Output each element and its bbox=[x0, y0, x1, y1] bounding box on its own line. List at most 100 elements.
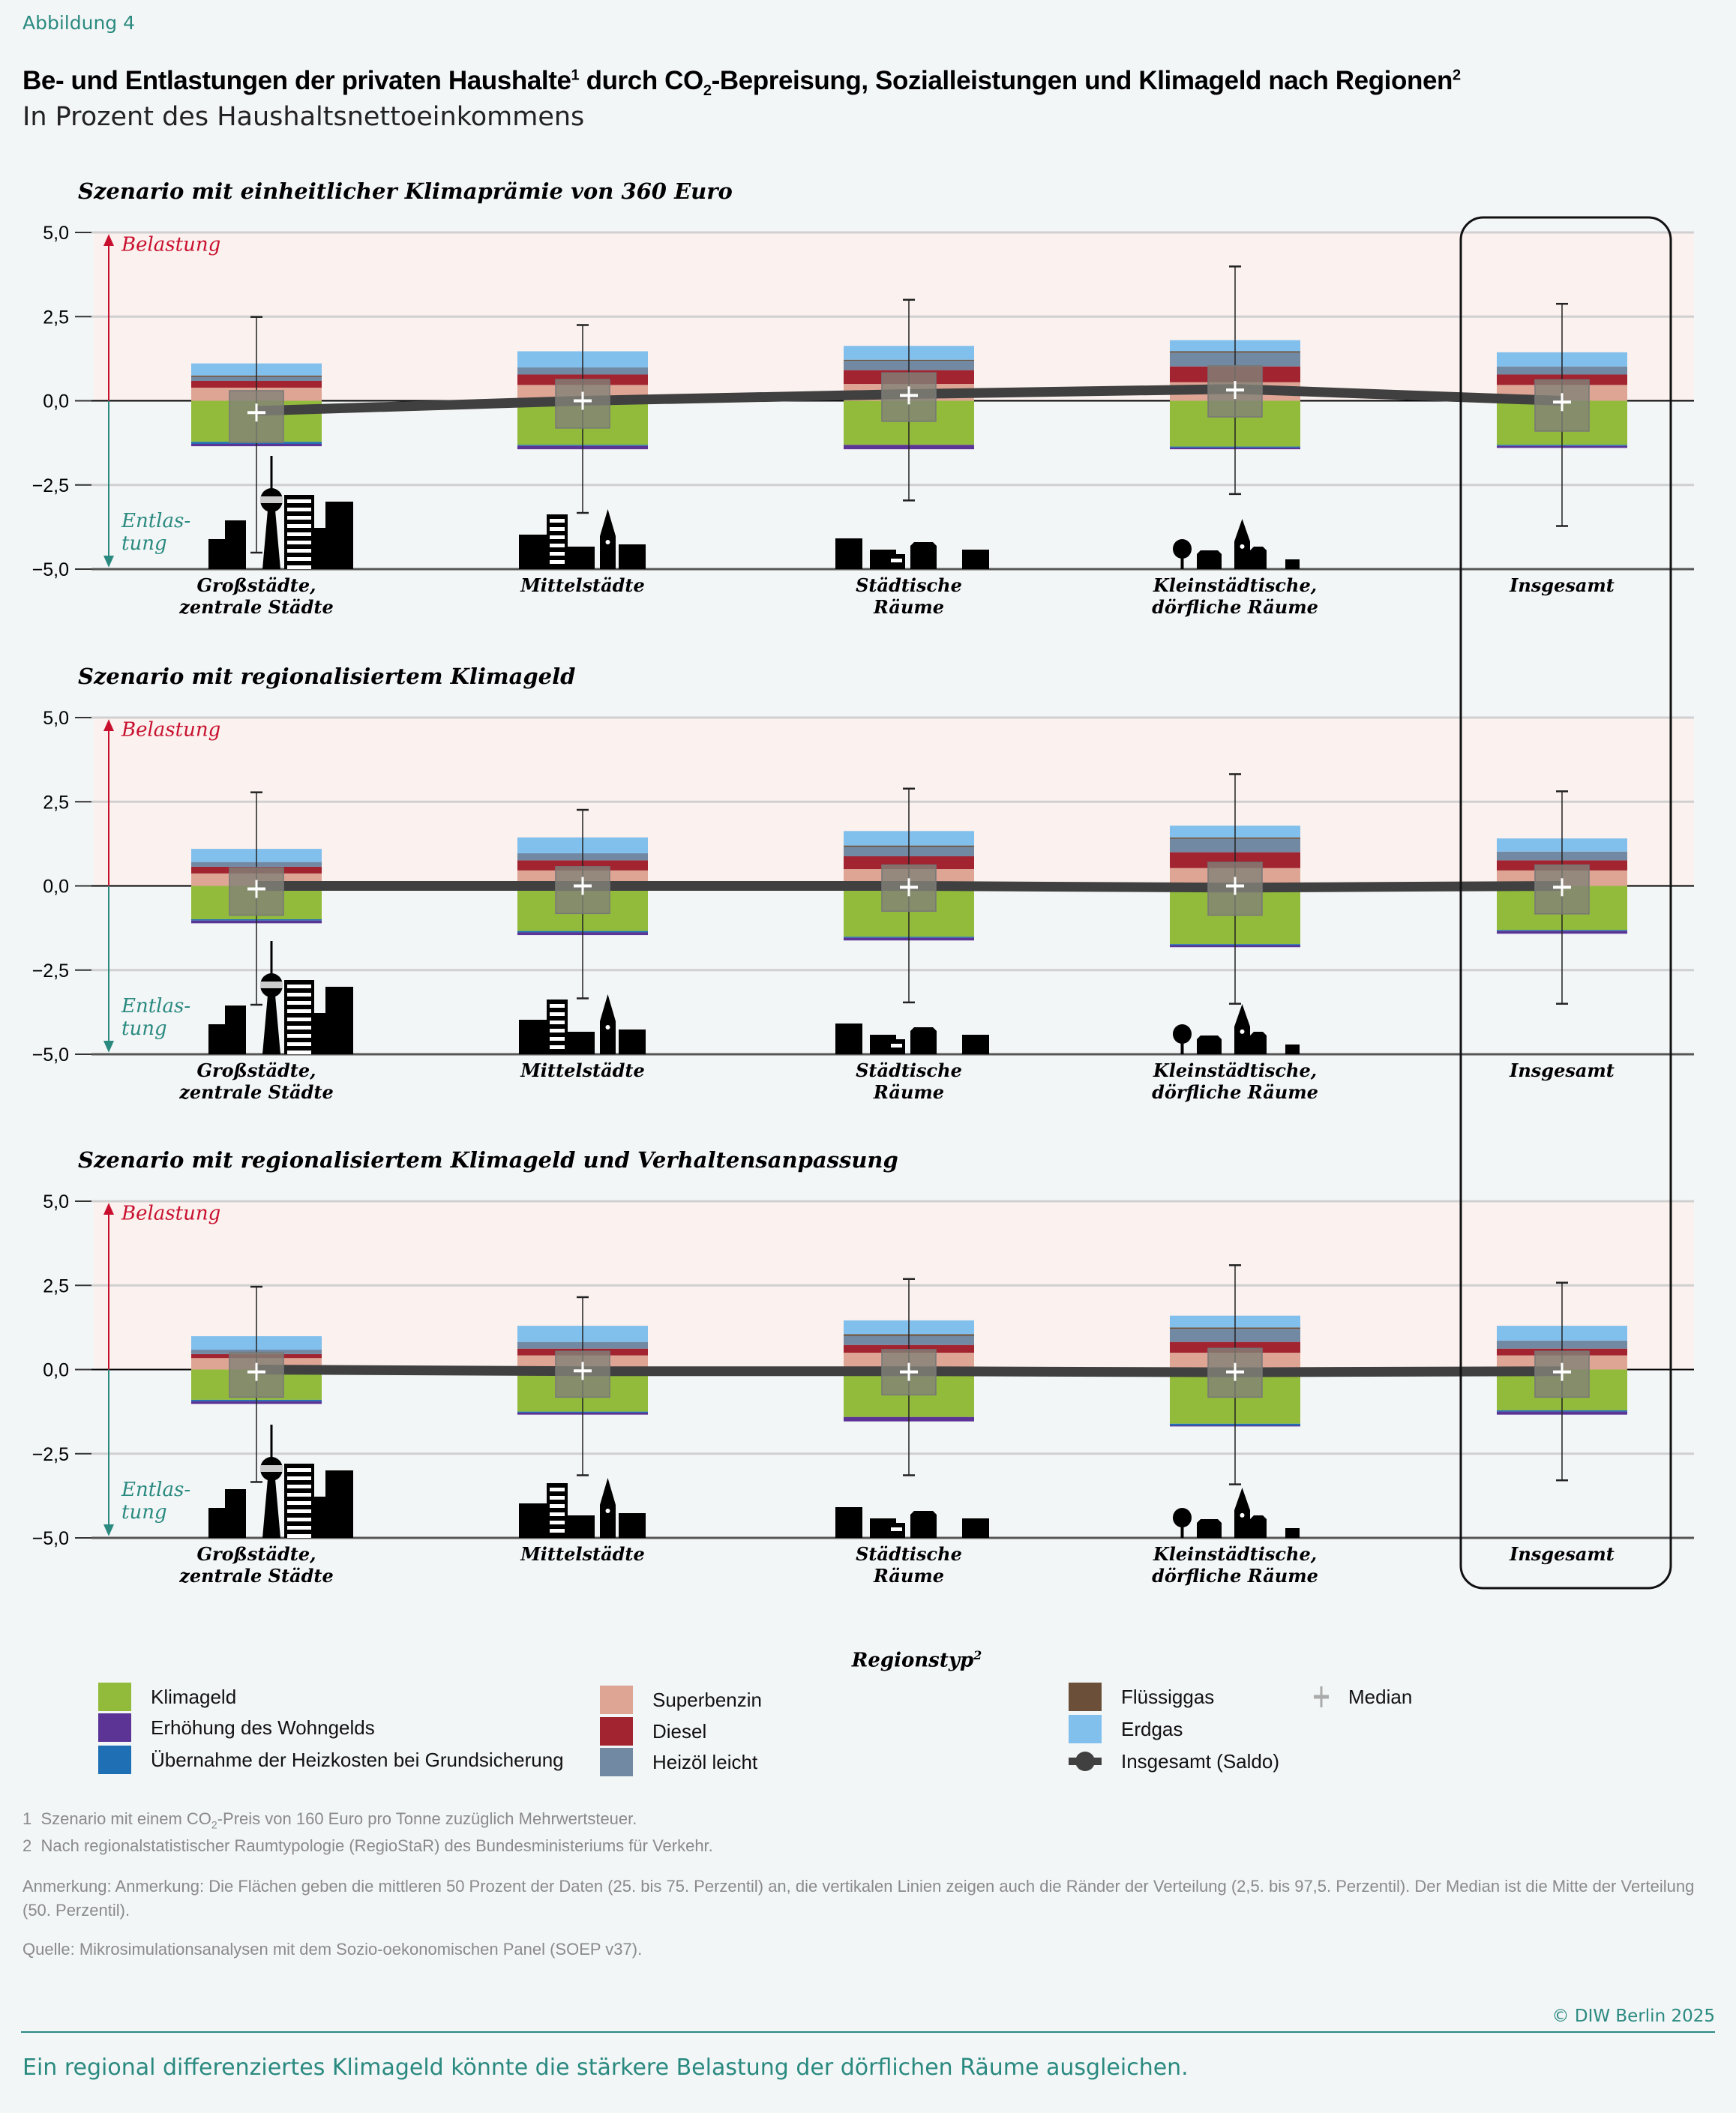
entlastung-label: tung bbox=[121, 532, 167, 555]
copyright: © DIW Berlin 2025 bbox=[1552, 2007, 1715, 2026]
legend-swatch bbox=[1069, 1715, 1102, 1743]
house-icon bbox=[910, 542, 937, 569]
building-icon bbox=[547, 514, 568, 569]
building-icon bbox=[208, 1508, 225, 1538]
y-tick-label: 5,0 bbox=[43, 1191, 69, 1212]
legend-label: Heizöl leicht bbox=[652, 1750, 758, 1773]
arrow-up-icon bbox=[103, 1203, 114, 1215]
y-tick-label: −2,5 bbox=[32, 961, 69, 982]
house-icon bbox=[910, 1511, 937, 1538]
building-window bbox=[287, 1485, 311, 1488]
building-window bbox=[550, 1521, 565, 1524]
building-window bbox=[550, 1529, 565, 1533]
building-icon bbox=[962, 1518, 989, 1538]
belastung-label: Belastung bbox=[121, 234, 220, 256]
building-icon bbox=[962, 1035, 989, 1054]
building-window bbox=[287, 532, 311, 536]
legend-swatch bbox=[600, 1748, 633, 1776]
building-icon bbox=[519, 1503, 547, 1538]
church-icon bbox=[1240, 1512, 1245, 1518]
building-icon bbox=[284, 495, 314, 569]
building-icon bbox=[208, 1024, 225, 1054]
building-icon bbox=[1285, 1045, 1300, 1054]
building-icon bbox=[284, 1464, 314, 1538]
tv-tower-icon bbox=[260, 496, 283, 503]
church-icon bbox=[600, 1478, 616, 1538]
building-window bbox=[550, 1012, 565, 1016]
building-window bbox=[287, 1042, 311, 1046]
house-icon bbox=[1197, 550, 1222, 569]
tree-icon bbox=[1180, 1039, 1184, 1054]
y-tick-label: 2,5 bbox=[43, 307, 69, 328]
category-label: Großstädte, bbox=[196, 1059, 316, 1081]
figure-subtitle: In Prozent des Haushaltsnettoeinkommens bbox=[22, 102, 585, 132]
category-label: Insgesamt bbox=[1509, 1543, 1615, 1565]
tv-tower-icon bbox=[262, 987, 280, 1054]
house-icon bbox=[1197, 1519, 1222, 1538]
building-window bbox=[287, 541, 311, 544]
building-icon bbox=[568, 1032, 595, 1054]
legend-label: Erhöhung des Wohngelds bbox=[151, 1716, 375, 1739]
category-label: Städtische bbox=[856, 574, 962, 596]
church-icon bbox=[605, 540, 610, 544]
figure-title: Be- und Entlastungen der privaten Hausha… bbox=[22, 66, 1461, 99]
belastung-label: Belastung bbox=[121, 1203, 220, 1225]
chart-panel: Szenario mit regionalisiertem Klimageld 5… bbox=[32, 664, 1694, 1103]
footnote-1: 1 Szenario mit einem CO2-Preis von 160 E… bbox=[22, 1809, 637, 1831]
building-window bbox=[550, 527, 565, 531]
category-label: dörfliche Räume bbox=[1152, 596, 1318, 618]
building-window bbox=[550, 1496, 565, 1500]
building-window bbox=[287, 1009, 311, 1013]
legend-item-klimageld: Klimageld bbox=[98, 1683, 236, 1711]
category-label: Kleinstädtische, bbox=[1153, 1059, 1317, 1081]
building-icon bbox=[225, 1489, 246, 1538]
category-label: zentrale Städte bbox=[178, 1565, 333, 1587]
y-tick-label: 2,5 bbox=[43, 792, 69, 813]
entlastung-label: Entlas- bbox=[121, 995, 190, 1018]
legend-item-heizkosten: Übernahme der Heizkosten bei Grundsicher… bbox=[98, 1746, 564, 1774]
legend-label: Erdgas bbox=[1121, 1717, 1183, 1740]
building-icon bbox=[208, 539, 225, 569]
iqr-box bbox=[555, 1350, 610, 1398]
plus-icon bbox=[1314, 1686, 1329, 1707]
building-icon bbox=[619, 1513, 646, 1538]
category-label: Mittelstädte bbox=[520, 1059, 645, 1081]
legend-swatch bbox=[600, 1717, 633, 1746]
church-icon bbox=[600, 994, 616, 1054]
building-window bbox=[287, 1051, 311, 1054]
building-icon bbox=[619, 544, 646, 569]
house-icon bbox=[1250, 1032, 1267, 1054]
church-icon bbox=[1234, 1004, 1250, 1054]
building-icon bbox=[314, 528, 325, 569]
footnotes: 1 Szenario mit einem CO2-Preis von 160 E… bbox=[22, 1807, 1714, 1962]
y-tick-label: −5,0 bbox=[32, 1045, 69, 1065]
building-icon bbox=[284, 980, 314, 1054]
building-icon bbox=[1285, 559, 1300, 569]
takeaway-text: Ein regional differenziertes Klimageld k… bbox=[22, 2055, 1189, 2081]
y-tick-label: 5,0 bbox=[43, 708, 69, 729]
church-icon bbox=[1240, 1029, 1245, 1034]
category-label: Räume bbox=[873, 1081, 944, 1103]
legend-label: Insgesamt (Saldo) bbox=[1121, 1749, 1279, 1773]
building-icon bbox=[835, 538, 862, 569]
chart-panel: Szenario mit einheitlicher Klimaprämie v… bbox=[32, 178, 1694, 618]
category-label: Mittelstädte bbox=[520, 1543, 645, 1565]
y-tick-label: 5,0 bbox=[43, 223, 69, 244]
y-tick-label: 2,5 bbox=[43, 1275, 69, 1296]
building-icon bbox=[568, 1515, 595, 1538]
building-window bbox=[550, 535, 565, 539]
y-tick-label: −2,5 bbox=[32, 1444, 69, 1465]
building-window bbox=[287, 499, 311, 503]
building-window bbox=[287, 557, 311, 561]
house-icon bbox=[1250, 547, 1267, 569]
belastung-label: Belastung bbox=[121, 719, 220, 742]
category-label: dörfliche Räume bbox=[1152, 1565, 1318, 1587]
legend-item-fluessiggas: Flüssiggas bbox=[1069, 1683, 1214, 1711]
y-tick-label: −2,5 bbox=[32, 475, 69, 496]
building-icon bbox=[547, 1483, 568, 1538]
charts-area: Szenario mit einheitlicher Klimaprämie v… bbox=[32, 178, 1694, 1590]
legend-swatch bbox=[600, 1686, 633, 1714]
building-window bbox=[287, 985, 311, 988]
legend-item-erdgas: Erdgas bbox=[1069, 1715, 1183, 1743]
building-window bbox=[287, 524, 311, 528]
